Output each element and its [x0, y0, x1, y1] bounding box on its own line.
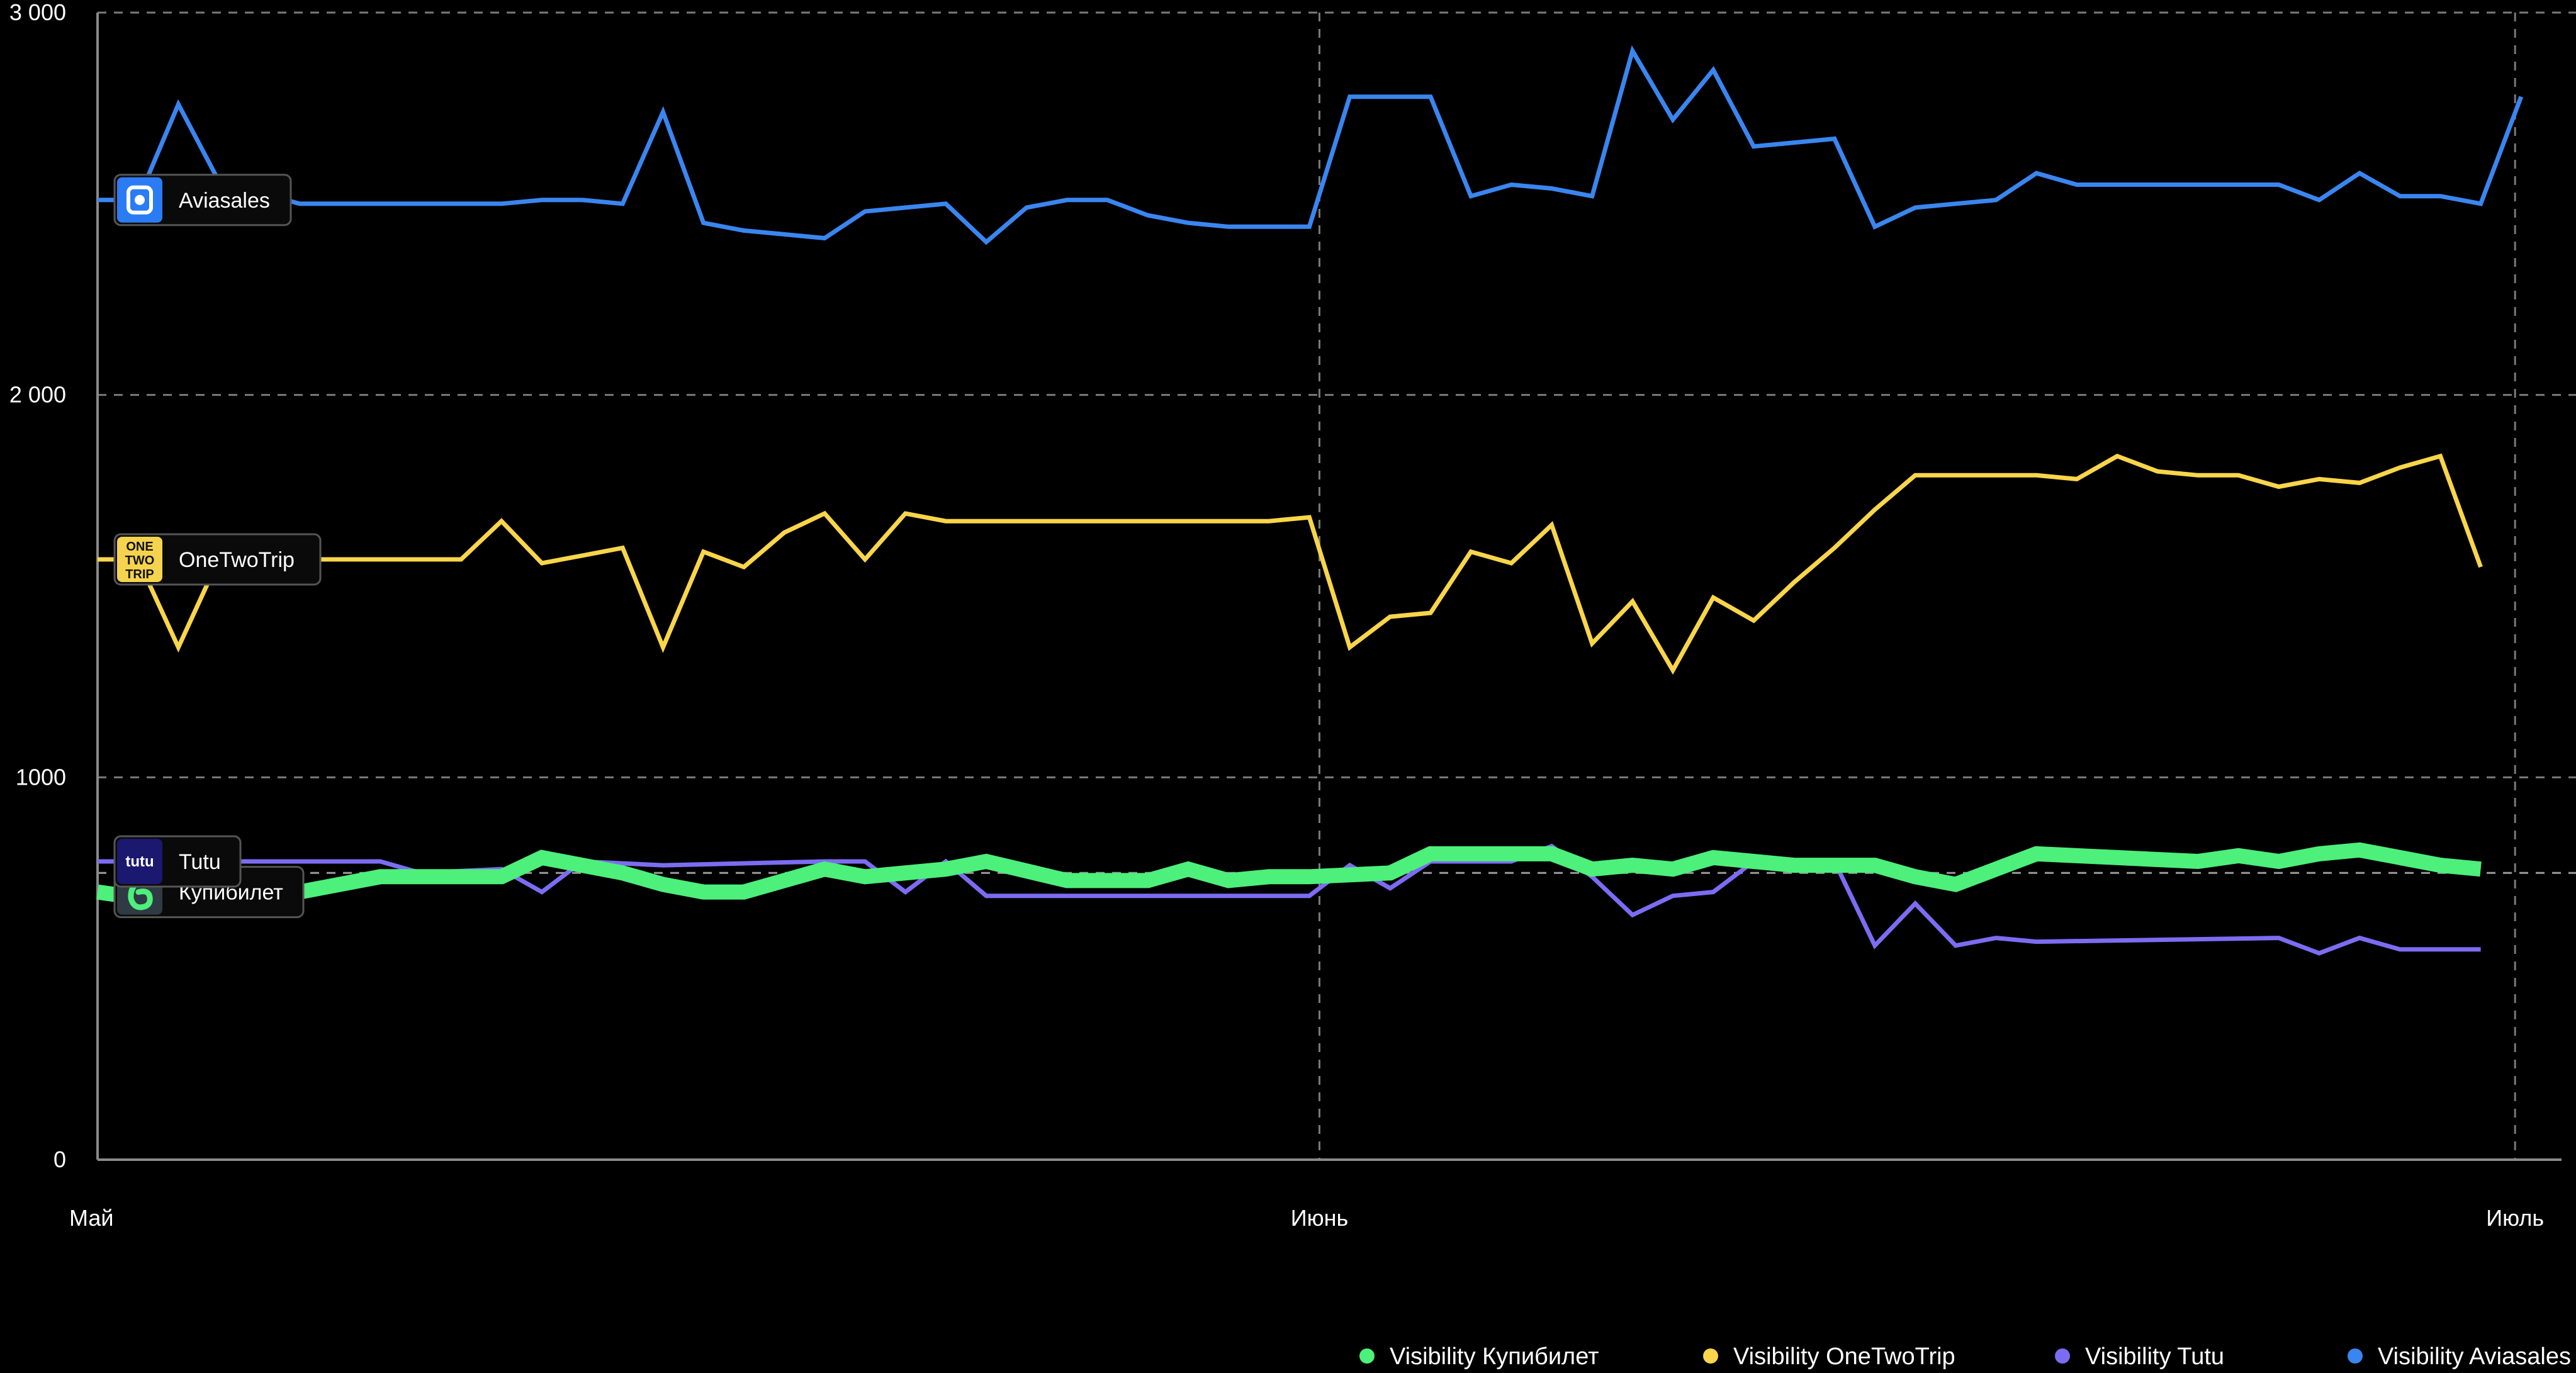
legend-label: Visibility Aviasales [2378, 1343, 2571, 1370]
legend-dot [2055, 1348, 2070, 1364]
legend-item-visibility-aviasales[interactable]: Visibility Aviasales [2348, 1343, 2571, 1370]
legend-dot [2348, 1348, 2363, 1364]
axis-layer: 0 1000 2 000 3 000 Май Июнь Июль [9, 0, 2562, 1231]
onetwotrip-logo-text: TWO [125, 554, 155, 568]
series-line-aviasales [98, 45, 2524, 245]
x-tick-label: Июнь [1291, 1205, 1349, 1231]
series-layer [96, 45, 2524, 956]
badge-label: Aviasales [179, 189, 270, 213]
badge-label: OneTwoTrip [179, 548, 295, 572]
legend-dot [1359, 1348, 1375, 1364]
badge-label: Tutu [179, 850, 221, 874]
series-badge-aviasales: Aviasales [113, 174, 292, 227]
onetwotrip-logo-text: TRIP [125, 568, 154, 581]
legend-item-visibility-onetwotrip[interactable]: Visibility OneTwoTrip [1703, 1343, 1955, 1370]
legend-item-visibility-купибилет[interactable]: Visibility Купибилет [1359, 1343, 1599, 1370]
legend-item-visibility-tutu[interactable]: Visibility Tutu [2055, 1343, 2224, 1370]
tutu-logo-icon: tutu [117, 839, 162, 885]
y-tick-label: 1000 [16, 764, 66, 790]
legend-layer[interactable]: Visibility Купибилет Visibility OneTwoTri… [1359, 1343, 2571, 1370]
series-badge-tutu: tutu Tutu [113, 835, 242, 888]
y-tick-label: 0 [53, 1146, 66, 1172]
aviasales-logo-icon [117, 177, 162, 223]
x-tick-label: Май [69, 1205, 114, 1231]
onetwotrip-logo-text: ONE [126, 540, 153, 554]
y-tick-label: 3 000 [9, 0, 66, 25]
y-tick-label: 2 000 [9, 382, 66, 408]
legend-dot [1703, 1348, 1718, 1364]
x-tick-label: Июль [2486, 1205, 2544, 1231]
tutu-logo-text: tutu [125, 853, 154, 870]
legend-label: Visibility Tutu [2085, 1343, 2224, 1370]
legend-label: Visibility OneTwoTrip [1733, 1343, 1955, 1370]
legend-label: Visibility Купибилет [1390, 1343, 1599, 1370]
series-line-купибилет [96, 842, 2482, 911]
badge-frame [113, 533, 322, 586]
series-line-onetwotrip [98, 453, 2483, 675]
